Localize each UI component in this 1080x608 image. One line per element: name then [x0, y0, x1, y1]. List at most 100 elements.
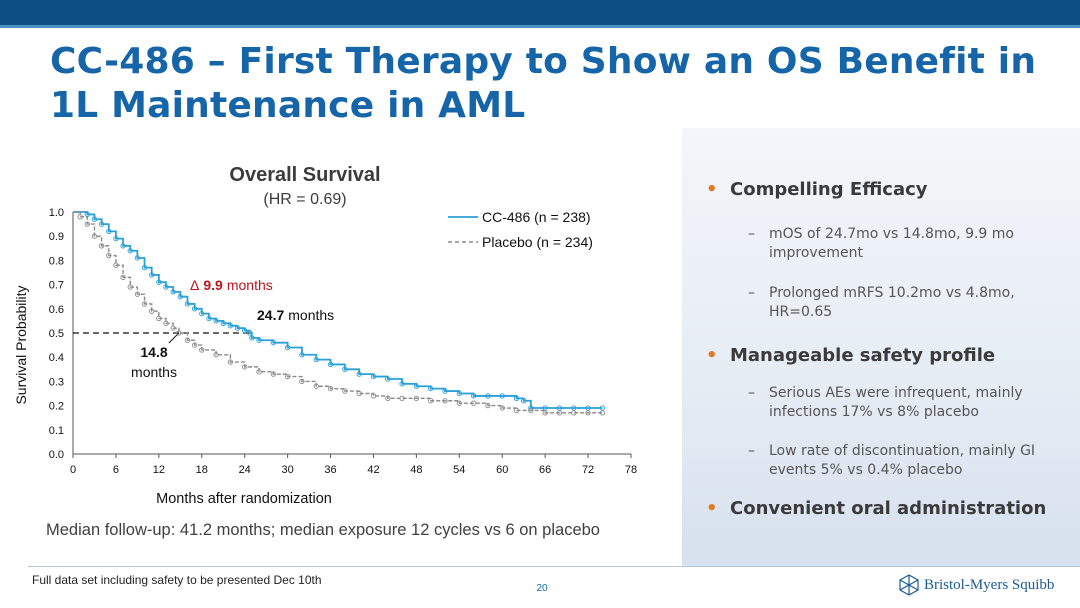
placebo-censor-marker — [163, 320, 169, 326]
placebo-censor-marker — [571, 410, 577, 416]
cc486-censor-marker — [456, 390, 462, 397]
placebo-censor-marker — [470, 400, 477, 406]
cc486-censor-marker — [327, 361, 334, 368]
sub-bullet-text: Prolonged mRFS 10.2mo vs 4.8mo, HR=0.65 — [769, 285, 1015, 320]
dash-icon: – — [748, 226, 755, 242]
cc486-median-unit: months — [288, 307, 334, 323]
x-tick-label: 60 — [496, 464, 508, 476]
placebo-censor-marker — [528, 407, 534, 414]
cc486-censor-marker — [428, 386, 434, 392]
placebo-censor-marker — [213, 352, 219, 358]
x-tick-label: 36 — [324, 464, 336, 476]
placebo-censor-marker — [134, 291, 141, 297]
cc486-censor-marker — [156, 279, 162, 285]
placebo-censor-marker — [513, 407, 520, 414]
cc486-censor-marker — [470, 393, 477, 399]
dash-icon: – — [748, 443, 755, 459]
placebo-censor-marker — [149, 308, 155, 314]
legend-label-cc486: CC-486 (n = 238) — [482, 209, 591, 225]
y-tick-label: 1.0 — [49, 207, 64, 219]
y-tick-label: 0.2 — [49, 401, 64, 413]
cc486-censor-marker — [134, 255, 141, 261]
placebo-censor-marker — [356, 390, 362, 397]
placebo-censor-marker — [342, 388, 348, 394]
cc486-censor-marker — [127, 248, 133, 254]
placebo-censor-marker — [184, 337, 191, 343]
cc486-censor-marker — [270, 340, 276, 346]
y-tick-label: 0.4 — [49, 352, 64, 364]
sub-bullet: – mOS of 24.7mo vs 14.8mo, 9.9 mo improv… — [706, 225, 1066, 263]
slide-title: CC-486 – First Therapy to Show an OS Ben… — [50, 41, 1037, 126]
delta-value: 9.9 — [203, 277, 223, 293]
cc486-censor-marker — [141, 265, 148, 271]
cc486-censor-marker — [521, 398, 527, 404]
cc486-median-annotation: 24.7 months — [257, 307, 334, 323]
cc486-censor-marker — [149, 272, 155, 278]
chart-title: Overall Survival — [229, 164, 380, 186]
placebo-censor-marker — [599, 410, 606, 416]
placebo-censor-marker — [98, 243, 105, 249]
placebo-censor-marker — [585, 410, 591, 416]
sub-bullet: – Prolonged mRFS 10.2mo vs 4.8mo, HR=0.6… — [706, 284, 1066, 322]
placebo-censor-marker — [313, 383, 319, 389]
cc486-censor-marker — [485, 393, 491, 399]
delta-unit: months — [227, 277, 273, 293]
placebo-censor-marker — [77, 214, 83, 220]
cc486-censor-marker — [513, 395, 520, 401]
placebo-censor-marker — [385, 395, 391, 401]
bullet-label: Compelling Efficacy — [730, 179, 928, 200]
x-tick-label: 18 — [196, 464, 208, 476]
chart-svg: Overall Survival (HR = 0.69) 0.0 0.1 0.2 0.… — [13, 164, 637, 507]
cc486-censor-marker — [242, 327, 248, 334]
x-tick-label: 48 — [410, 464, 422, 476]
placebo-censor-marker — [270, 371, 276, 377]
legend: CC-486 (n = 238) Placebo (n = 234) — [448, 209, 593, 250]
bullet-dot-icon: • — [706, 179, 718, 200]
placebo-median-unit: months — [131, 364, 177, 380]
cc486-censor-marker — [356, 371, 362, 377]
cc486-censor-marker — [413, 383, 420, 389]
placebo-censor-marker — [327, 386, 334, 392]
y-tick-label: 0.1 — [49, 425, 64, 437]
cc486-censor-marker — [370, 373, 377, 380]
placebo-censor-marker — [176, 330, 182, 336]
bullet-label: Manageable safety profile — [730, 345, 996, 366]
bullet-list: • Compelling Efficacy – mOS of 24.7mo vs… — [706, 176, 1066, 521]
x-tick-label: 42 — [367, 464, 379, 476]
chart-subtitle: (HR = 0.69) — [263, 191, 346, 208]
placebo-censor-marker — [91, 233, 98, 239]
cc486-censor-marker — [442, 388, 448, 394]
dash-icon: – — [748, 285, 755, 301]
y-tick-label: 0.0 — [49, 449, 64, 461]
cc486-censor-marker — [213, 318, 219, 324]
placebo-censor-marker — [542, 410, 548, 416]
bullet-dot-icon: • — [706, 345, 718, 366]
logo-text: Bristol-Myers Squibb — [924, 576, 1055, 593]
top-band — [0, 0, 1080, 25]
cc486-median-value: 24.7 — [257, 307, 284, 323]
cc486-censor-marker — [227, 323, 234, 329]
cc486-censor-marker — [84, 211, 90, 218]
placebo-censor-marker — [120, 274, 126, 280]
x-tick-label: 6 — [113, 464, 119, 476]
cc486-censor-marker — [120, 243, 126, 249]
placebo-censor-marker — [156, 315, 162, 322]
y-axis-label: Survival Probability — [13, 285, 29, 404]
bullet-label: Convenient oral administration — [730, 498, 1047, 519]
placebo-censor-marker — [370, 393, 377, 399]
placebo-median-value: 14.8 — [140, 344, 167, 360]
placebo-censor-marker — [556, 410, 563, 416]
x-tick-label: 78 — [625, 464, 637, 476]
cc486-censor-marker — [206, 315, 212, 322]
y-tick-label: 0.8 — [49, 255, 64, 267]
placebo-censor-marker — [170, 325, 176, 331]
placebo-censor-marker — [242, 364, 248, 370]
placebo-censor-marker — [227, 359, 234, 365]
bullet-dot-icon: • — [706, 498, 718, 519]
delta-symbol: Δ — [190, 277, 199, 293]
cc486-censor-marker — [385, 376, 391, 382]
cc486-censor-marker — [299, 352, 305, 358]
bullet-efficacy: • Compelling Efficacy — [706, 178, 1066, 202]
x-tick-label: 72 — [582, 464, 594, 476]
cc486-censor-marker — [284, 344, 291, 351]
